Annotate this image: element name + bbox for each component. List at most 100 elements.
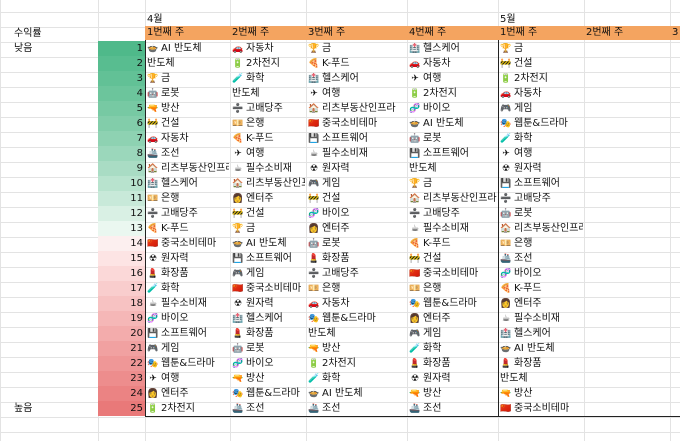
- sector-cell[interactable]: ☕ 필수소비재: [409, 221, 497, 236]
- sector-cell[interactable]: ☕ 필수소비재: [308, 146, 406, 161]
- sector-cell[interactable]: 🧬 바이오: [232, 356, 305, 371]
- sector-cell[interactable]: 🚢 조선: [308, 401, 406, 416]
- sector-cell[interactable]: 🧬 바이오: [308, 206, 406, 221]
- sector-cell[interactable]: 🎭 웹툰&드라마: [409, 296, 497, 311]
- sector-cell[interactable]: 🔋 2차전지: [308, 356, 406, 371]
- sector-cell[interactable]: 🤖 로봇: [308, 236, 406, 251]
- sector-cell[interactable]: 🎭 웹툰&드라마: [500, 116, 583, 131]
- sector-cell[interactable]: ➗ 고배당주: [409, 206, 497, 221]
- sector-cell[interactable]: 🧪 화학: [500, 131, 583, 146]
- sector-cell[interactable]: 반도체: [409, 161, 497, 176]
- sector-cell[interactable]: 💄 화장품: [147, 266, 229, 281]
- sector-cell[interactable]: 🚗 자동차: [232, 41, 305, 56]
- sector-cell[interactable]: 💾 소프트웨어: [500, 176, 583, 191]
- sector-cell[interactable]: 🇨🇳 중국소비테마: [500, 401, 583, 416]
- sector-cell[interactable]: ☢ 원자력: [232, 296, 305, 311]
- sector-cell[interactable]: 👩 엔터주: [409, 311, 497, 326]
- sector-cell[interactable]: 🔫 방산: [232, 371, 305, 386]
- sector-cell[interactable]: 🚧 건설: [308, 191, 406, 206]
- sector-cell[interactable]: 🏥 헬스케어: [147, 176, 229, 191]
- sector-cell[interactable]: 🇨🇳 중국소비테마: [147, 236, 229, 251]
- rank-cell[interactable]: 23: [98, 371, 145, 386]
- sector-cell[interactable]: ✈ 여행: [147, 371, 229, 386]
- rank-cell[interactable]: 5: [98, 101, 145, 116]
- rank-cell[interactable]: 4: [98, 86, 145, 101]
- sector-cell[interactable]: 🔋 2차전지: [409, 86, 497, 101]
- sector-cell[interactable]: ✈ 여행: [409, 71, 497, 86]
- sector-cell[interactable]: 🚗 자동차: [308, 296, 406, 311]
- sector-cell[interactable]: 🧬 바이오: [500, 266, 583, 281]
- sector-cell[interactable]: 🏠리츠부동산인프라: [409, 191, 497, 206]
- week-header-7[interactable]: 3: [671, 26, 680, 40]
- sector-cell[interactable]: 💾 소프트웨어: [232, 251, 305, 266]
- rank-cell[interactable]: 19: [98, 311, 145, 326]
- sector-cell[interactable]: 🔋 2차전지: [232, 56, 305, 71]
- rank-cell[interactable]: 11: [98, 191, 145, 206]
- rank-cell[interactable]: 21: [98, 341, 145, 356]
- sector-cell[interactable]: 🍕 K-푸드: [232, 131, 305, 146]
- rank-cell[interactable]: 16: [98, 266, 145, 281]
- sector-cell[interactable]: ✈ 여행: [232, 146, 305, 161]
- sector-cell[interactable]: 🚧 건설: [147, 116, 229, 131]
- sector-cell[interactable]: 💄 화장품: [232, 326, 305, 341]
- week-header-3[interactable]: 3번째 주: [307, 26, 408, 40]
- sector-cell[interactable]: 🏠리츠부동산인프라: [232, 176, 305, 191]
- sector-cell[interactable]: ➗ 고배당주: [308, 266, 406, 281]
- week-header-6[interactable]: 2번째 주: [585, 26, 671, 40]
- sector-cell[interactable]: 🇨🇳 중국소비테마: [308, 116, 406, 131]
- sector-cell[interactable]: ☢ 원자력: [409, 371, 497, 386]
- rank-cell[interactable]: 8: [98, 146, 145, 161]
- sector-cell[interactable]: ☕ 필수소비재: [232, 161, 305, 176]
- rank-cell[interactable]: 9: [98, 161, 145, 176]
- sector-cell[interactable]: ➗ 고배당주: [147, 206, 229, 221]
- sector-cell[interactable]: 🎭 웹툰&드라마: [147, 356, 229, 371]
- sector-cell[interactable]: ☢ 원자력: [500, 161, 583, 176]
- rank-cell[interactable]: 13: [98, 221, 145, 236]
- sector-cell[interactable]: 🏥 헬스케어: [500, 326, 583, 341]
- sector-cell[interactable]: ☢ 원자력: [308, 161, 406, 176]
- sector-cell[interactable]: 🍕 K-푸드: [147, 221, 229, 236]
- sector-cell[interactable]: 🤖 로봇: [147, 86, 229, 101]
- sector-cell[interactable]: 🎮 게임: [409, 326, 497, 341]
- sector-cell[interactable]: 반도체: [232, 86, 305, 101]
- sector-cell[interactable]: 💄 화장품: [409, 356, 497, 371]
- sector-cell[interactable]: 🧬 바이오: [409, 101, 497, 116]
- rank-cell[interactable]: 1: [98, 41, 145, 56]
- sector-cell[interactable]: 🏥 헬스케어: [308, 71, 406, 86]
- sector-cell[interactable]: 🏥 헬스케어: [409, 41, 497, 56]
- sector-cell[interactable]: 🧪 화학: [308, 371, 406, 386]
- sector-cell[interactable]: 🤖 로봇: [500, 206, 583, 221]
- rank-cell[interactable]: 6: [98, 116, 145, 131]
- sector-cell[interactable]: 💾 소프트웨어: [147, 326, 229, 341]
- sector-cell[interactable]: ✈ 여행: [500, 146, 583, 161]
- sector-cell[interactable]: 💾 소프트웨어: [308, 131, 406, 146]
- sector-cell[interactable]: ☕ 필수소비재: [147, 296, 229, 311]
- sector-cell[interactable]: 🤖 로봇: [409, 131, 497, 146]
- sector-cell[interactable]: 🔋 2차전지: [500, 71, 583, 86]
- sector-cell[interactable]: 반도체: [500, 371, 583, 386]
- sector-cell[interactable]: 💄 화장품: [308, 251, 406, 266]
- sector-cell[interactable]: 🚢 조선: [232, 401, 305, 416]
- rank-cell[interactable]: 7: [98, 131, 145, 146]
- sector-cell[interactable]: 🧬 바이오: [147, 311, 229, 326]
- sector-cell[interactable]: 💴 은행: [147, 191, 229, 206]
- sector-cell[interactable]: 🍕 K-푸드: [308, 56, 406, 71]
- sector-cell[interactable]: 🍲 AI 반도체: [500, 341, 583, 356]
- sector-cell[interactable]: 🏆 금: [147, 71, 229, 86]
- rank-cell[interactable]: 10: [98, 176, 145, 191]
- sector-cell[interactable]: 🚗 자동차: [409, 56, 497, 71]
- sector-cell[interactable]: 🍲 AI 반도체: [232, 236, 305, 251]
- sector-cell[interactable]: 💴 은행: [500, 236, 583, 251]
- sector-cell[interactable]: 🍕 K-푸드: [409, 236, 497, 251]
- sector-cell[interactable]: 🇨🇳 중국소비테마: [232, 281, 305, 296]
- month-label[interactable]: 5월: [500, 14, 516, 25]
- sector-cell[interactable]: 🔫 방산: [409, 386, 497, 401]
- week-header-1[interactable]: 1번째 주: [146, 26, 231, 40]
- rank-cell[interactable]: 18: [98, 296, 145, 311]
- sector-cell[interactable]: 🏆 금: [308, 41, 406, 56]
- sector-cell[interactable]: 🎮 게임: [147, 341, 229, 356]
- sector-cell[interactable]: 🔫 방산: [308, 341, 406, 356]
- rank-cell[interactable]: 20: [98, 326, 145, 341]
- sector-cell[interactable]: 🍕 K-푸드: [500, 281, 583, 296]
- sector-cell[interactable]: 👩 엔터주: [147, 386, 229, 401]
